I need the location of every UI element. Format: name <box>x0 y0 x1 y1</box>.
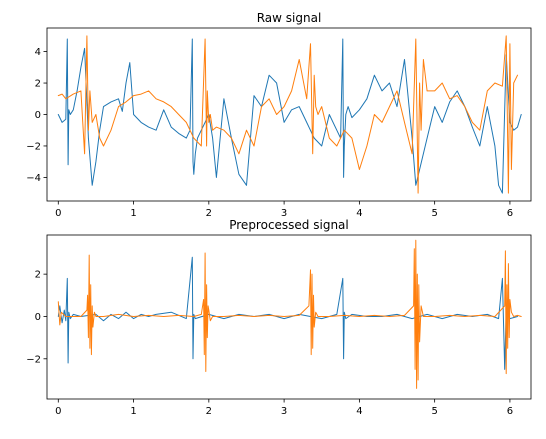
preprocessed-signal-xtick-label: 4 <box>356 406 362 417</box>
preprocessed-signal-series-2-line <box>57 239 522 389</box>
raw-signal-ytick-label: 4 <box>35 47 41 58</box>
raw-signal-ytick-label: 0 <box>35 110 41 121</box>
raw-signal-x-axis: 0 1 2 3 4 5 6 <box>55 201 513 219</box>
raw-signal-axes-frame <box>46 27 532 202</box>
preprocessed-signal-ytick-label: 0 <box>35 312 41 323</box>
preprocessed-signal-xtick-label: 3 <box>281 406 287 417</box>
raw-signal-y-axis: 4 2 0 −2 −4 <box>26 47 47 184</box>
raw-signal-xtick-label: 3 <box>281 208 287 219</box>
preprocessed-signal-series-1-line <box>57 256 518 370</box>
preprocessed-signal-xtick-label: 2 <box>206 406 212 417</box>
raw-signal-xtick-label: 5 <box>431 208 437 219</box>
preprocessed-signal-axes-frame <box>46 234 532 400</box>
preprocessed-signal-xtick-label: 6 <box>507 406 513 417</box>
preprocessed-signal-ytick-label: −2 <box>26 354 41 365</box>
raw-signal-ytick-label: 2 <box>35 79 41 90</box>
raw-signal-series-2-line <box>57 35 518 194</box>
raw-signal-xtick-label: 0 <box>55 208 61 219</box>
preprocessed-signal-xtick-label: 5 <box>431 406 437 417</box>
preprocessed-signal-x-axis: 0 1 2 3 4 5 6 <box>55 399 513 417</box>
raw-signal-panel: 4 2 0 −2 −4 0 1 2 3 4 5 6 Raw signal <box>26 11 532 219</box>
raw-signal-title: Raw signal <box>257 11 322 25</box>
raw-signal-ytick-label: −2 <box>26 141 41 152</box>
raw-signal-xtick-label: 6 <box>507 208 513 219</box>
raw-signal-series <box>57 35 522 194</box>
raw-signal-ytick-label: −4 <box>26 173 41 184</box>
raw-signal-xtick-label: 2 <box>206 208 212 219</box>
raw-signal-xtick-label: 1 <box>130 208 136 219</box>
preprocessed-signal-ytick-label: 2 <box>35 270 41 281</box>
raw-signal-series-1-line <box>57 38 522 194</box>
preprocessed-signal-series <box>57 239 522 389</box>
preprocessed-signal-y-axis: 2 0 −2 <box>26 270 47 365</box>
preprocessed-signal-title: Preprocessed signal <box>229 218 349 232</box>
preprocessed-signal-xtick-label: 0 <box>55 406 61 417</box>
preprocessed-signal-xtick-label: 1 <box>130 406 136 417</box>
raw-signal-xtick-label: 4 <box>356 208 362 219</box>
preprocessed-signal-panel: 2 0 −2 0 1 2 3 4 5 6 Preprocessed signal <box>26 218 532 417</box>
